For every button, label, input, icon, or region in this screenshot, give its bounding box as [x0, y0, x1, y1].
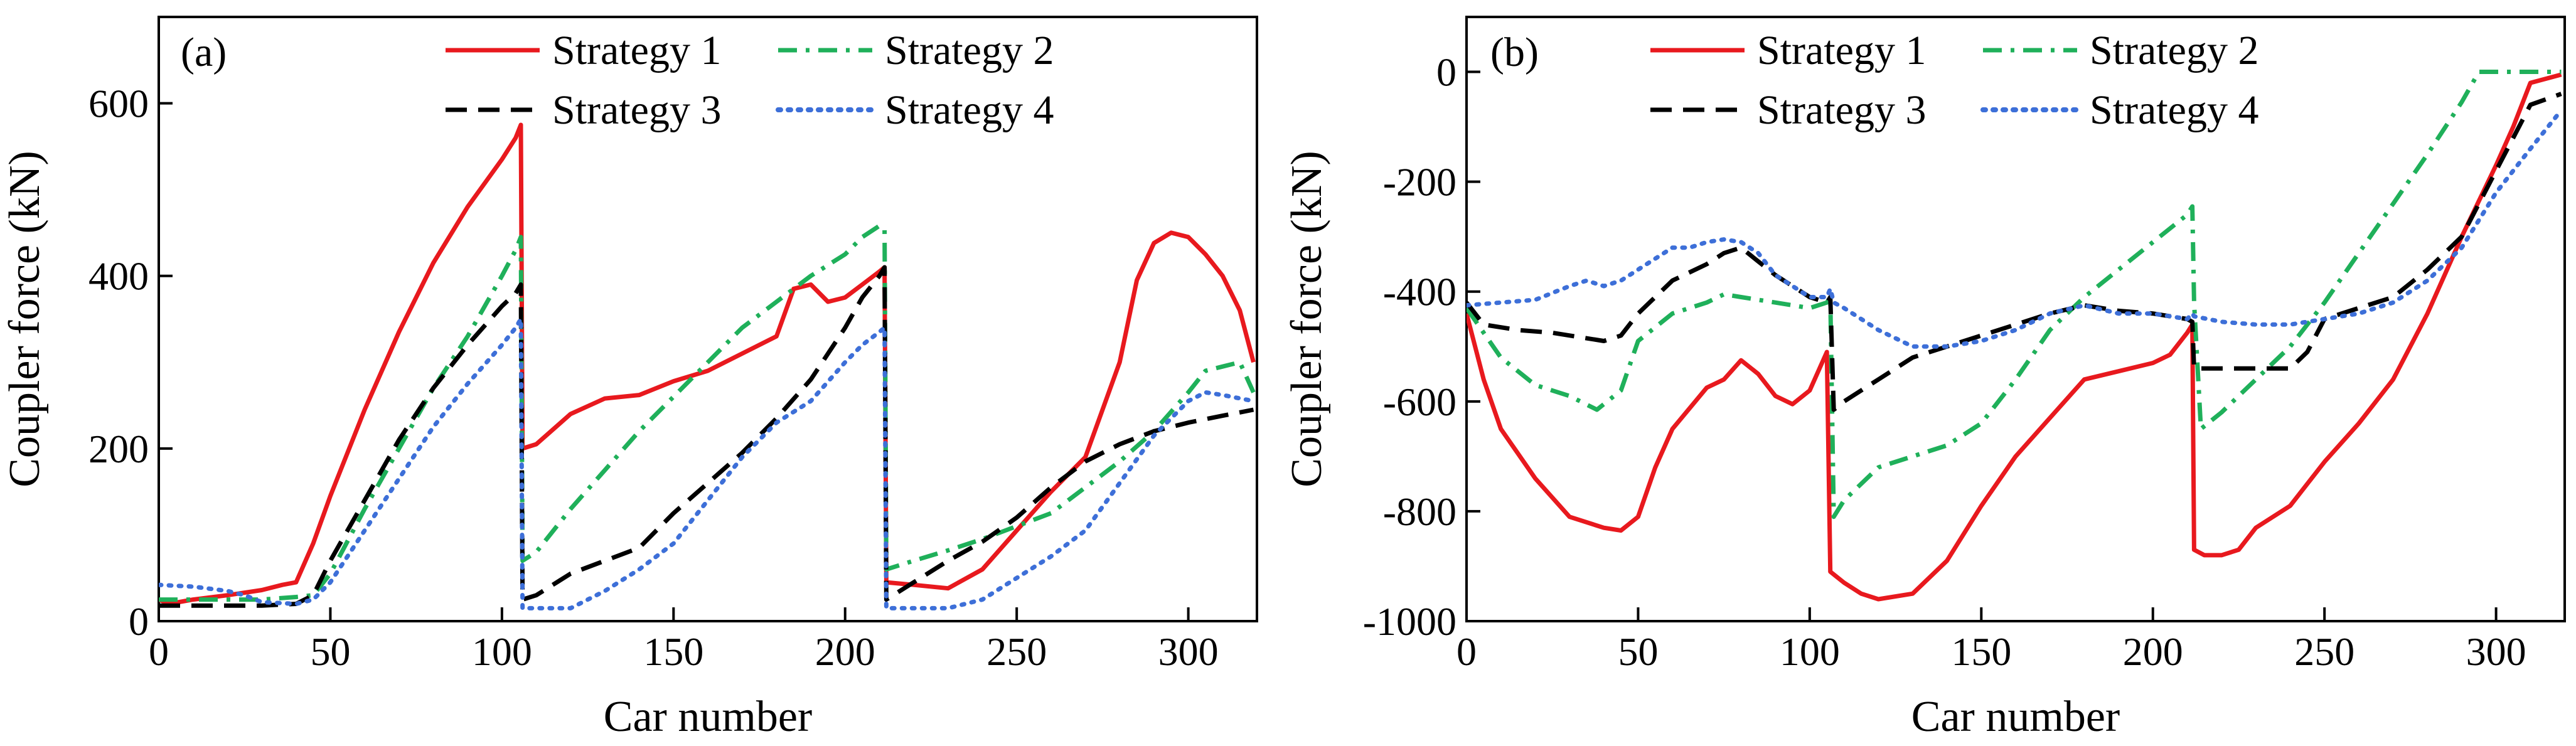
x-tick-label: 300 — [2466, 629, 2526, 674]
x-tick-label: 50 — [1618, 629, 1658, 674]
y-tick-label: -600 — [1383, 380, 1456, 424]
x-tick-label: 50 — [310, 629, 350, 674]
panel-a: 0 50 100 150 200 250 300 0 200 400 600 Car number Co… — [1, 16, 1258, 741]
y-tick-label: -200 — [1383, 160, 1456, 205]
x-tick-label: 200 — [815, 629, 875, 674]
x-axis-label: Car number — [1911, 693, 2120, 741]
y-axis-label: Coupler force (kN) — [1, 151, 49, 487]
plot-frame — [158, 16, 1258, 622]
y-tick-label: 600 — [88, 82, 149, 126]
x-tick-label: 150 — [643, 629, 703, 674]
series-line-strategy-3 — [159, 265, 1254, 608]
series-line-strategy-2 — [159, 223, 1256, 602]
panel-label: (b) — [1490, 29, 1539, 75]
x-axis-label: Car number — [604, 693, 812, 741]
legend-label-strategy-2: Strategy 2 — [885, 28, 1054, 73]
series-line-strategy-1 — [159, 122, 1256, 606]
y-tick-label: 200 — [88, 427, 149, 471]
legend-label-strategy-1: Strategy 1 — [1757, 28, 1926, 73]
series-line-strategy-4 — [1467, 108, 2563, 349]
series-line-strategy-1 — [1467, 72, 2562, 602]
y-tick-label: 400 — [88, 254, 149, 299]
legend-label-strategy-3: Strategy 3 — [552, 87, 721, 133]
x-tick-label: 150 — [1951, 629, 2011, 674]
x-tick-label: 250 — [986, 629, 1047, 674]
x-tick-label: 300 — [1158, 629, 1219, 674]
series-line-strategy-2 — [1467, 70, 2562, 520]
y-tick-label: 0 — [129, 599, 149, 644]
y-axis-label: Coupler force (kN) — [1283, 151, 1331, 487]
legend-label-strategy-4: Strategy 4 — [2090, 87, 2258, 133]
x-tick-label: 0 — [149, 629, 169, 674]
x-tick-label: 200 — [2123, 629, 2183, 674]
legend-label-strategy-1: Strategy 1 — [552, 28, 721, 73]
y-tick-label: -400 — [1383, 270, 1456, 314]
series-line-strategy-4 — [159, 317, 1256, 610]
legend-label-strategy-4: Strategy 4 — [885, 87, 1054, 133]
legend-label-strategy-2: Strategy 2 — [2090, 28, 2258, 73]
y-tick-label: -1000 — [1363, 599, 1456, 644]
legend-label-strategy-3: Strategy 3 — [1757, 87, 1926, 133]
y-tick-label: -800 — [1383, 489, 1456, 534]
series-line-strategy-3 — [1467, 92, 2562, 412]
x-tick-label: 250 — [2294, 629, 2354, 674]
x-tick-label: 100 — [472, 629, 532, 674]
panel-b: 0 50 100 150 200 250 300 -1000 -800 -600 -400 -200 0… — [1283, 16, 2566, 741]
x-tick-label: 0 — [1456, 629, 1477, 674]
panel-label: (a) — [181, 29, 227, 75]
x-tick-label: 100 — [1780, 629, 1840, 674]
y-tick-label: 0 — [1436, 50, 1456, 95]
